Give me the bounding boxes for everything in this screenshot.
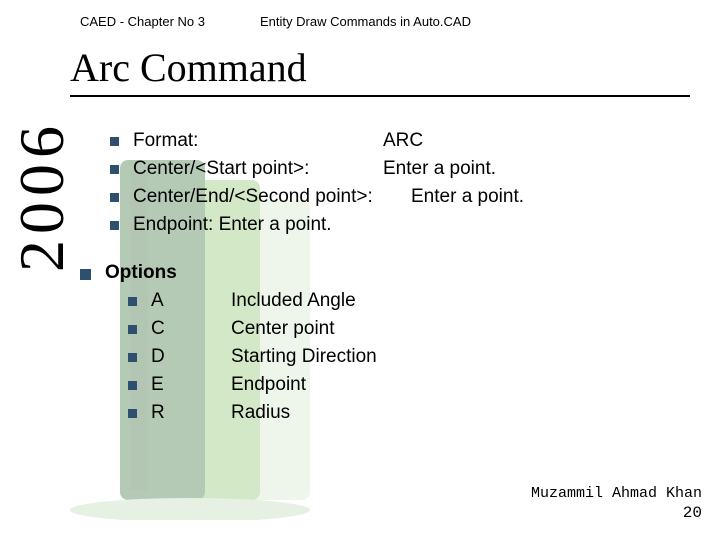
option-letter: E bbox=[151, 374, 231, 396]
endpoint-label: Endpoint: Enter a point. bbox=[133, 214, 332, 236]
option-row: D Starting Direction bbox=[128, 346, 690, 368]
options-heading: Options bbox=[105, 262, 177, 284]
slide-header: CAED - Chapter No 3 Entity Draw Commands… bbox=[80, 14, 680, 29]
topic-label: Entity Draw Commands in Auto.CAD bbox=[260, 14, 471, 29]
options-block: Options A Included Angle C Center point … bbox=[110, 262, 690, 424]
bullet-icon bbox=[128, 381, 137, 390]
option-row: E Endpoint bbox=[128, 374, 690, 396]
option-desc: Included Angle bbox=[231, 290, 356, 312]
format-label: Format: bbox=[133, 130, 383, 152]
option-desc: Starting Direction bbox=[231, 346, 377, 368]
center-start-label: Center/<Start point>: bbox=[133, 158, 383, 180]
bullet-icon bbox=[110, 137, 119, 146]
format-value: ARC bbox=[383, 130, 423, 152]
center-end-line: Center/End/<Second point>: Enter a point… bbox=[110, 186, 690, 208]
option-desc: Endpoint bbox=[231, 374, 306, 396]
bullet-icon bbox=[80, 269, 91, 280]
option-letter: R bbox=[151, 402, 231, 424]
option-desc: Center point bbox=[231, 318, 335, 340]
option-letter: C bbox=[151, 318, 231, 340]
center-end-label: Center/End/<Second point>: bbox=[133, 186, 411, 208]
bullet-icon bbox=[128, 409, 137, 418]
center-start-line: Center/<Start point>: Enter a point. bbox=[110, 158, 690, 180]
center-start-value: Enter a point. bbox=[383, 158, 496, 180]
page-number: 20 bbox=[683, 504, 702, 522]
chapter-label: CAED - Chapter No 3 bbox=[80, 14, 260, 29]
center-end-value: Enter a point. bbox=[411, 186, 524, 208]
bullet-icon bbox=[128, 353, 137, 362]
bullet-icon bbox=[110, 221, 119, 230]
bullet-icon bbox=[128, 297, 137, 306]
title-block: Arc Command bbox=[70, 44, 690, 97]
year-sidebar: 2006 bbox=[10, 120, 74, 272]
option-desc: Radius bbox=[231, 402, 290, 424]
bullet-icon bbox=[110, 165, 119, 174]
endpoint-line: Endpoint: Enter a point. bbox=[110, 214, 690, 236]
title-underline bbox=[70, 95, 690, 97]
format-line: Format: ARC bbox=[110, 130, 690, 152]
option-row: R Radius bbox=[128, 402, 690, 424]
author-footer: Muzammil Ahmad Khan bbox=[531, 485, 702, 502]
slide-title: Arc Command bbox=[70, 44, 690, 95]
option-letter: D bbox=[151, 346, 231, 368]
option-letter: A bbox=[151, 290, 231, 312]
options-heading-row: Options bbox=[80, 262, 690, 284]
bullet-icon bbox=[110, 193, 119, 202]
bullet-icon bbox=[128, 325, 137, 334]
content-area: Format: ARC Center/<Start point>: Enter … bbox=[110, 130, 690, 430]
option-row: C Center point bbox=[128, 318, 690, 340]
option-row: A Included Angle bbox=[128, 290, 690, 312]
